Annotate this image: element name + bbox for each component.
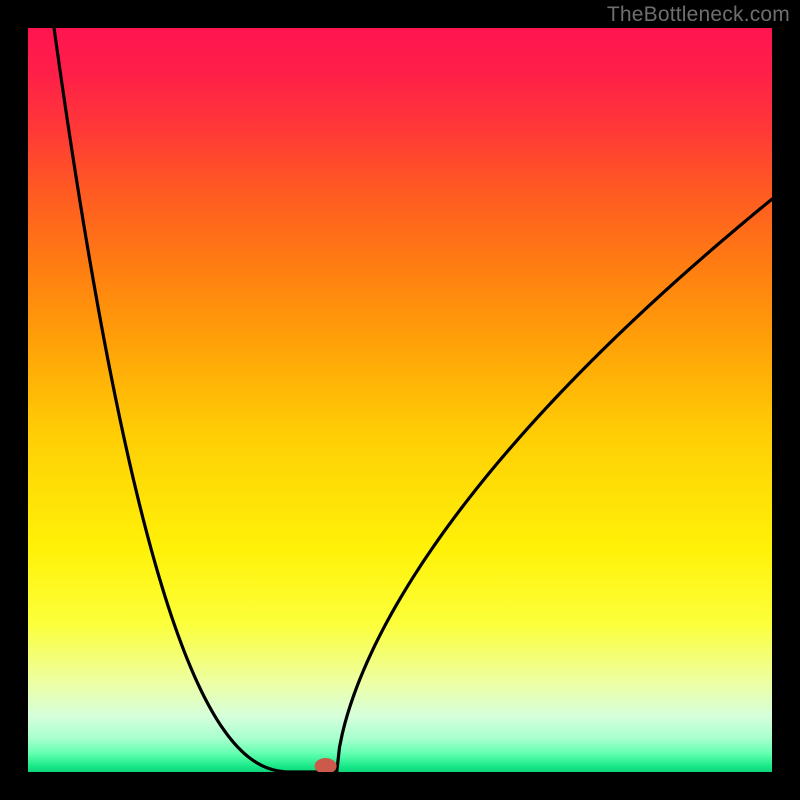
optimal-point-marker [315,758,337,774]
watermark-text: TheBottleneck.com [607,3,790,27]
bottleneck-chart [0,0,800,800]
plot-background [28,28,772,772]
chart-frame: TheBottleneck.com [0,0,800,800]
